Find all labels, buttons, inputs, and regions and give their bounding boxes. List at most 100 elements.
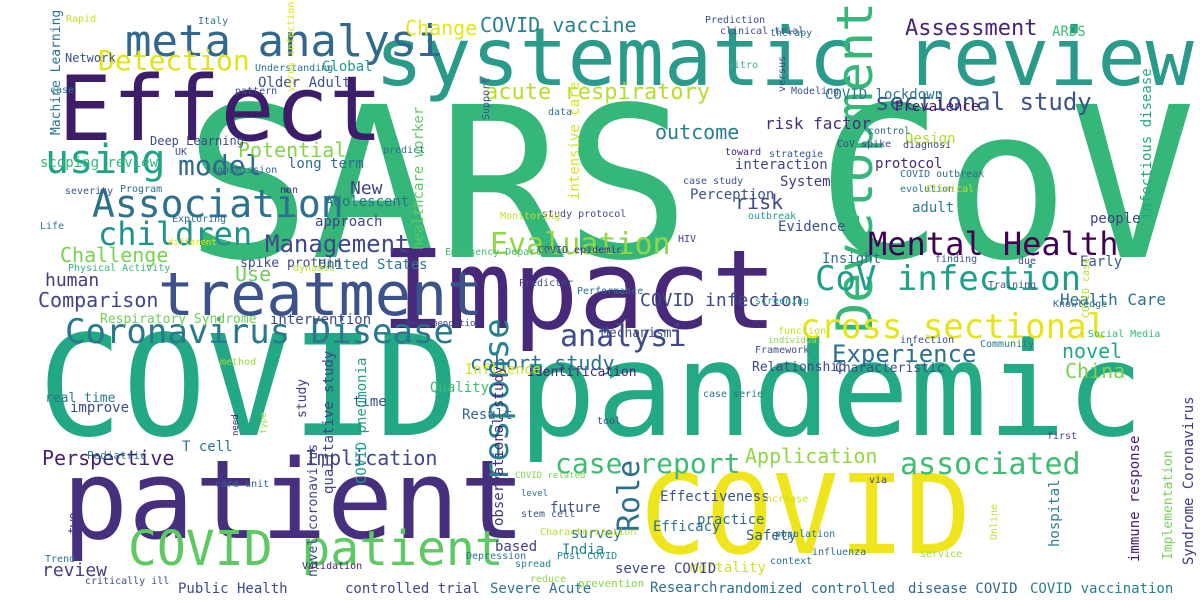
word-system: System	[780, 174, 831, 190]
word-spike-protein: spike protein	[240, 256, 342, 271]
word-social-media: Social Media	[1088, 329, 1161, 340]
word-validation: Validation	[302, 561, 363, 572]
word-context: context	[770, 556, 813, 567]
word-health-care: Health Care	[1060, 290, 1166, 309]
word-program: Program	[120, 184, 163, 195]
word-role: Role	[612, 459, 647, 532]
word-covid-related: COVID related	[515, 471, 586, 481]
word-novel: novel	[1062, 339, 1123, 363]
word-monitoring: Monitoring	[500, 211, 561, 222]
word-children: children	[98, 215, 253, 253]
word-different: different	[168, 238, 217, 248]
word-china: China	[1065, 359, 1126, 383]
word-implementation: Implementation	[1161, 450, 1176, 560]
word-improve: improve	[70, 400, 130, 416]
word-severe-covid: severe COVID	[615, 561, 717, 577]
word-india: India	[562, 542, 605, 558]
word-non: non	[280, 185, 299, 196]
word-network: Network	[65, 51, 116, 65]
word-level: level	[521, 489, 549, 499]
word-quality: Quality	[430, 380, 490, 396]
word-evaluation: Evaluation	[490, 227, 671, 262]
word-case: case	[50, 85, 75, 96]
word-prediction: Prediction	[705, 15, 766, 26]
word-physical-activity: Physical Activity	[68, 263, 171, 274]
word-treatment: treatment	[158, 260, 484, 330]
word-method: method	[220, 357, 257, 368]
word-prevalence: Prevalence	[895, 99, 980, 115]
word-cov-spike: CoV spike	[837, 139, 892, 150]
word-patient: patient	[62, 436, 526, 564]
word-clinical: Clinical	[926, 184, 975, 195]
word-critically-ill: critically ill	[85, 576, 170, 587]
word-predictor: Predictor	[519, 278, 574, 289]
word-deep-learning: Deep Learning	[150, 134, 244, 148]
word-perception: Perception	[690, 187, 775, 203]
word-early: Early	[1080, 254, 1123, 270]
word-acute-respiratory: acute respiratory	[485, 80, 711, 105]
word-infectious-disease: infectious disease	[1139, 68, 1155, 220]
word-outbreak: outbreak	[748, 211, 797, 222]
word-reduce: reduce	[530, 574, 567, 585]
word-associated: associated	[900, 447, 1081, 482]
word-new: New	[350, 178, 383, 199]
word-controlled-trial: controlled trial	[345, 581, 480, 597]
word-covid-vaccine: COVID vaccine	[480, 13, 637, 37]
word-sars-cov: SARS CoV	[184, 62, 1196, 307]
word-care-unit: care unit	[215, 479, 270, 490]
word-people: people	[1090, 211, 1141, 227]
word-first: first	[1047, 431, 1078, 442]
word-systematic-review: systematic review	[375, 11, 1194, 104]
word-cross-sectional: cross sectional	[800, 307, 1108, 347]
word-intervention: intervention	[270, 312, 372, 328]
word-scoping-review: scoping review	[40, 155, 159, 171]
word-pattern: pattern	[235, 86, 278, 97]
word-life: Life	[40, 221, 65, 232]
word-covid-patient: COVID patient	[128, 521, 504, 577]
word-risk: risk	[735, 190, 784, 214]
word-infection: infection	[900, 335, 955, 346]
word-online: Online	[989, 503, 1000, 540]
word-hospital: hospital	[1047, 479, 1063, 547]
word-analysi: analysi	[560, 319, 687, 354]
word-modeling: Modeling	[791, 86, 840, 97]
word-stem-cell: stem cell	[521, 509, 576, 520]
word-application: Application	[745, 444, 878, 468]
word-future: future	[550, 500, 601, 516]
word-exploring: Exploring	[172, 214, 227, 225]
word-tool: tool	[597, 416, 622, 427]
word-study: study	[295, 378, 310, 418]
word-performance: Performance	[577, 286, 644, 297]
word-perspective: Perspective	[42, 446, 175, 470]
word-case-report: case report	[555, 447, 741, 480]
word-public-health: Public Health	[178, 581, 288, 597]
word-cov-infection: CoV infection	[815, 259, 1082, 299]
word-randomized-controlled: randomized controlled	[718, 581, 896, 597]
word-italy: Italy	[198, 16, 229, 27]
word-trend: Trend	[45, 554, 76, 565]
word-older-adult: Older Adult	[258, 75, 351, 91]
word-understanding: Understanding	[255, 63, 334, 74]
word-impact: Impact	[380, 226, 778, 354]
word-screening: screening	[755, 296, 810, 307]
word-challenge: Challenge	[60, 243, 169, 267]
word-covid-pneumonia: COVID pneumonia	[354, 357, 370, 484]
word-recommendation: Recommendation	[405, 319, 481, 329]
word-result: Result	[462, 407, 513, 423]
word-coronavirus-disease: Coronavirus Disease	[65, 312, 454, 352]
word-mental-health: Mental Health	[868, 225, 1119, 263]
word-virus-infection: virus infection	[286, 2, 297, 93]
word-adult: adult	[912, 200, 955, 216]
word-post-covid: Post COVID	[557, 551, 618, 562]
word-syndrome-coronavirus: Syndrome Coronavirus	[1181, 396, 1197, 565]
word-association: Association	[92, 182, 344, 226]
word-ards: ARDS	[1052, 24, 1086, 40]
word-protocol: protocol	[875, 156, 943, 172]
word-safety: Safety	[746, 528, 797, 544]
word-effect: Effect	[58, 57, 384, 162]
word-case-study: case study	[683, 176, 744, 187]
word-practice: practice	[697, 512, 765, 528]
word-hiv: HIV	[678, 234, 697, 245]
word-detection: Detection	[98, 44, 250, 77]
word-covid-lockdown: COVID lockdown	[825, 87, 944, 103]
